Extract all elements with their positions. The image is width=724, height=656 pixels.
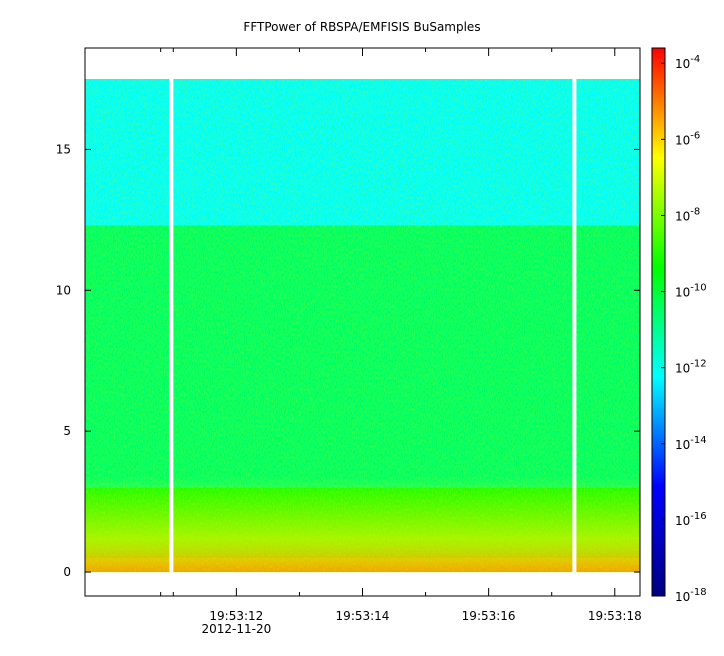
- y-tick-label: 0: [63, 565, 71, 579]
- x-tick-label: 19:53:16: [462, 609, 516, 623]
- colorbar-fill: [652, 48, 665, 596]
- colorbar-tick-label: 10-6: [675, 130, 700, 147]
- colorbar-frame: [651, 47, 666, 597]
- y-tick-label: 5: [63, 424, 71, 438]
- y-tick-label: 15: [56, 142, 71, 156]
- data-gap: [169, 78, 174, 573]
- data-gap: [572, 78, 577, 573]
- plot-area: [85, 78, 640, 573]
- colorbar-tick-label: 10-8: [675, 206, 700, 223]
- chart-title: FFTPower of RBSPA/EMFISIS BuSamples: [243, 20, 480, 34]
- colorbar: 10-4 10-6 10-8 10-10 10-12 10-14 10-16 10-18: [651, 47, 707, 604]
- y-tick-label: 10: [56, 283, 71, 297]
- x-tick-label: 19:53:12: [209, 609, 263, 623]
- x-tick-label: 19:53:14: [336, 609, 390, 623]
- colorbar-tick-label: 10-16: [675, 511, 707, 528]
- spectrogram-texture: [85, 78, 640, 573]
- colorbar-tick-label: 10-18: [675, 587, 707, 604]
- x-tick-label: 19:53:18: [588, 609, 642, 623]
- colorbar-tick-label: 10-4: [675, 54, 700, 71]
- x-tick-date-label: 2012-11-20: [201, 622, 271, 636]
- colorbar-tick-label: 10-10: [675, 283, 707, 300]
- colorbar-tick-label: 10-12: [675, 359, 707, 376]
- colorbar-tick-label: 10-14: [675, 435, 707, 452]
